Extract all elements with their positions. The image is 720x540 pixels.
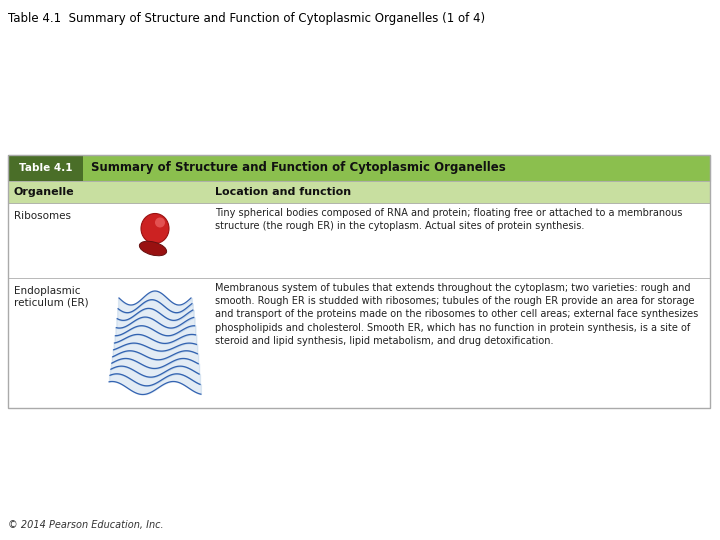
Bar [8, 155, 710, 181]
Bar [8, 203, 710, 278]
Text: Endoplasmic
reticulum (ER): Endoplasmic reticulum (ER) [14, 286, 89, 308]
Bar [8, 278, 710, 408]
Text: Table 4.1  Summary of Structure and Function of Cytoplasmic Organelles (1 of 4): Table 4.1 Summary of Structure and Funct… [8, 12, 485, 25]
Text: Membranous system of tubules that extends throughout the cytoplasm; two varietie: Membranous system of tubules that extend… [215, 283, 698, 346]
Ellipse shape [155, 218, 165, 227]
Ellipse shape [140, 241, 166, 256]
Bar [8, 155, 710, 408]
Text: Organelle: Organelle [14, 187, 75, 197]
Bar [8, 155, 83, 181]
Text: Summary of Structure and Function of Cytoplasmic Organelles: Summary of Structure and Function of Cyt… [91, 161, 505, 174]
Ellipse shape [141, 213, 169, 244]
Text: Tiny spherical bodies composed of RNA and protein; floating free or attached to : Tiny spherical bodies composed of RNA an… [215, 208, 683, 231]
Bar [8, 181, 710, 203]
Text: © 2014 Pearson Education, Inc.: © 2014 Pearson Education, Inc. [8, 520, 163, 530]
Text: Ribosomes: Ribosomes [14, 211, 71, 221]
Text: Table 4.1: Table 4.1 [19, 163, 72, 173]
Text: Location and function: Location and function [215, 187, 351, 197]
